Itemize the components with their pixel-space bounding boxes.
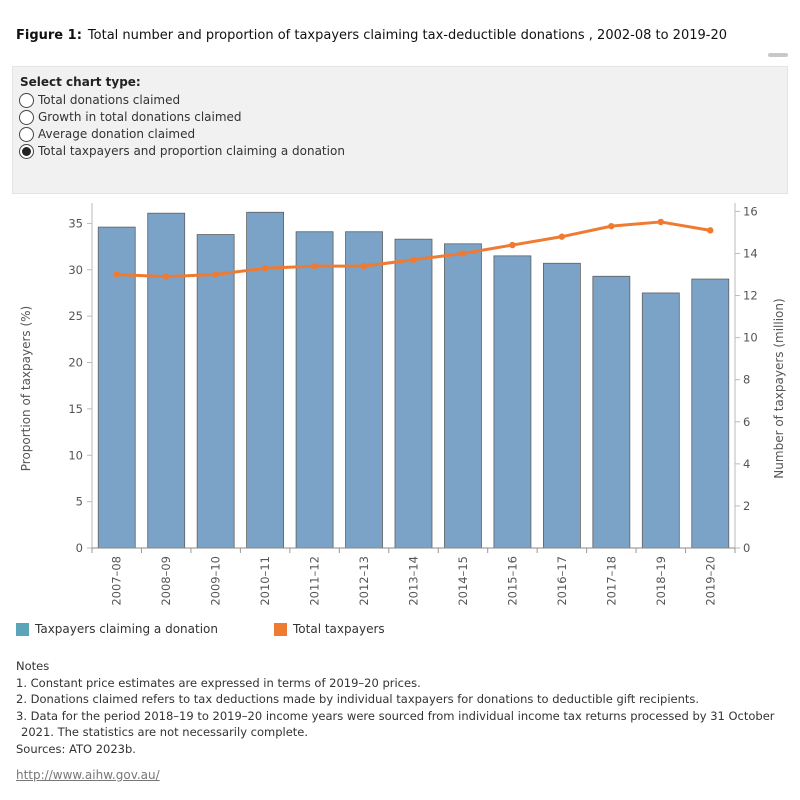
- line-point-2015–16: [509, 241, 516, 249]
- line-point-2018–19: [657, 218, 665, 226]
- x-tick-label: 2016–17: [555, 556, 569, 606]
- line-point-2012–13: [360, 262, 368, 270]
- radio-label: Growth in total donations claimed: [38, 110, 242, 124]
- legend-swatch-line: [274, 622, 287, 636]
- note-line: 2021. The statistics are not necessarily…: [21, 725, 309, 739]
- figure-number: Figure 1:: [16, 28, 82, 43]
- y-tick-label-right: 12: [743, 289, 758, 303]
- line-point-2019–20: [707, 227, 714, 234]
- note-line: 2. Donations claimed refers to tax deduc…: [16, 692, 700, 706]
- radio-label: Total donations claimed: [38, 93, 181, 107]
- y-tick-label-left: 25: [68, 309, 83, 323]
- y-tick-label-left: 10: [68, 448, 83, 462]
- y-tick-label-right: 8: [743, 373, 750, 387]
- x-tick-label: 2011–12: [308, 556, 322, 606]
- x-tick-label: 2008–09: [159, 556, 173, 606]
- y-tick-label-left: 0: [76, 541, 83, 555]
- y-tick-label-left: 5: [76, 495, 83, 509]
- y-tick-label-right: 10: [743, 331, 758, 345]
- bar-2014–15: [444, 243, 482, 549]
- line-point-2007–08: [113, 271, 120, 278]
- y-axis-title-right: Number of taxpayers (million): [772, 298, 786, 478]
- y-tick-label-left: 20: [68, 356, 83, 370]
- radio-label: Average donation claimed: [38, 127, 196, 141]
- radio-option-average[interactable]: Average donation claimed: [19, 126, 195, 142]
- line-point-2014–15: [459, 250, 467, 257]
- line-point-2010–11: [261, 265, 269, 272]
- y-tick-label-left: 35: [68, 216, 83, 230]
- x-tick-label: 2012–13: [357, 556, 371, 606]
- line-point-2016–17: [558, 233, 566, 240]
- radio-button-icon[interactable]: [19, 109, 34, 125]
- y-tick-label-right: 2: [743, 499, 750, 513]
- x-tick-label: 2018–19: [654, 556, 668, 606]
- figure-title: Figure 1: Total number and proportion of …: [16, 28, 727, 43]
- legend-label-bar: Taxpayers claiming a donation: [35, 622, 219, 636]
- radio-button-icon[interactable]: [19, 126, 34, 142]
- line-point-2013–14: [410, 256, 417, 263]
- radio-option-total-taxpayers[interactable]: Total taxpayers and proportion claiming …: [19, 143, 345, 159]
- legend-item-line[interactable]: Total taxpayers: [274, 622, 385, 636]
- bar-2015–16: [493, 255, 532, 549]
- sources-text: Sources: ATO 2023b.: [16, 741, 136, 756]
- radio-label: Total taxpayers and proportion claiming …: [38, 144, 345, 158]
- notes-section: Notes 1. Constant price estimates are ex…: [16, 658, 786, 757]
- line-point-2009–10: [212, 271, 219, 278]
- bar-2009–10: [196, 234, 235, 549]
- x-tick-label: 2014–15: [456, 556, 470, 606]
- bar-2012–13: [345, 231, 383, 549]
- y-tick-label-left: 30: [68, 263, 83, 277]
- y-tick-label-right: 4: [743, 457, 750, 471]
- x-tick-label: 2013–14: [407, 556, 421, 606]
- figure-title-text: Total number and proportion of taxpayers…: [87, 28, 727, 43]
- bar-2013–14: [394, 238, 433, 549]
- radio-button-icon[interactable]: [19, 92, 34, 108]
- minimize-handle[interactable]: [768, 53, 788, 57]
- bar-2018–19: [641, 292, 680, 549]
- line-point-2011–12: [311, 262, 318, 270]
- combo-chart: 0 5 10 15 20 25 30 35 0 2 4 6 8 10 12 14 16 2007–08 2008–0…: [19, 203, 786, 606]
- line-point-2008–09: [162, 273, 170, 280]
- note-line: 1. Constant price estimates are expresse…: [16, 675, 421, 690]
- source-link[interactable]: http://www.aihw.gov.au/: [16, 768, 160, 782]
- x-tick-label: 2009–10: [209, 556, 223, 606]
- y-tick-label-right: 16: [743, 204, 758, 218]
- bar-2010–11: [246, 211, 285, 549]
- legend-item-bars[interactable]: Taxpayers claiming a donation: [16, 622, 218, 636]
- radio-button-selected-icon[interactable]: [19, 143, 34, 159]
- chart-type-selector: Select chart type: Total donations claim…: [12, 66, 788, 194]
- bar-2019–20: [691, 278, 730, 549]
- bar-2017–18: [592, 275, 631, 549]
- radio-option-total-donations[interactable]: Total donations claimed: [19, 92, 180, 108]
- bar-2008–09: [147, 212, 186, 549]
- radio-option-growth[interactable]: Growth in total donations claimed: [19, 109, 242, 125]
- y-tick-label-right: 0: [743, 541, 750, 555]
- selector-heading: Select chart type:: [20, 75, 141, 89]
- legend-label-line: Total taxpayers: [293, 622, 385, 636]
- x-tick-label: 2019–20: [703, 556, 717, 606]
- x-tick-label: 2015–16: [505, 556, 519, 606]
- note-line: 3. Data for the period 2018–19 to 2019–2…: [16, 708, 775, 723]
- y-axis-title-left: Proportion of taxpayers (%): [19, 306, 33, 472]
- x-tick-label: 2007–08: [110, 556, 124, 606]
- line-point-2017–18: [608, 222, 615, 230]
- bar-2011–12: [295, 231, 334, 549]
- x-tick-label: 2017–18: [604, 556, 618, 606]
- y-tick-label-right: 6: [743, 415, 750, 429]
- x-tick-label: 2010–11: [258, 556, 272, 606]
- notes-heading: Notes: [16, 659, 50, 673]
- bar-2016–17: [542, 262, 581, 549]
- legend-swatch-bar: [16, 622, 29, 636]
- bar-2007–08: [97, 226, 136, 549]
- y-tick-label-right: 14: [743, 246, 758, 260]
- y-tick-label-left: 15: [68, 402, 83, 416]
